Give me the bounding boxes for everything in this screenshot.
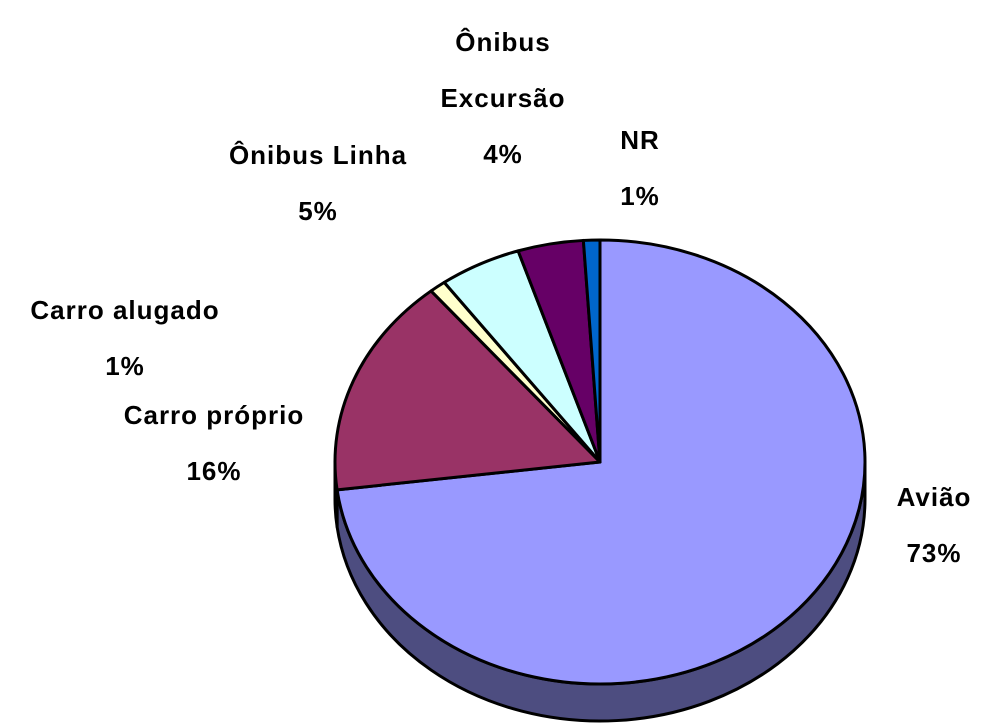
label-name: Avião xyxy=(896,482,972,512)
label-name: Carro alugado xyxy=(30,295,220,325)
data-label: NR 1% xyxy=(580,112,700,224)
data-label: Ônibus Excursão 4% xyxy=(423,14,583,182)
data-label: Ônibus Linha 5% xyxy=(188,127,448,239)
pie-slice xyxy=(333,289,602,492)
label-value: 16% xyxy=(186,456,242,486)
label-name: Ônibus Excursão xyxy=(440,27,566,113)
label-name: Ônibus Linha xyxy=(228,140,408,170)
data-label: Avião 73% xyxy=(834,469,994,581)
label-value: 1% xyxy=(620,181,660,211)
label-name: Carro próprio xyxy=(123,400,305,430)
pie-slice xyxy=(581,238,602,464)
label-value: 73% xyxy=(906,538,962,568)
label-value: 5% xyxy=(298,196,338,226)
data-label: Carro próprio 16% xyxy=(84,387,344,499)
label-value: 1% xyxy=(105,351,145,381)
label-name: NR xyxy=(620,125,660,155)
label-value: 4% xyxy=(483,139,523,169)
data-label: Carro alugado 1% xyxy=(0,282,255,394)
